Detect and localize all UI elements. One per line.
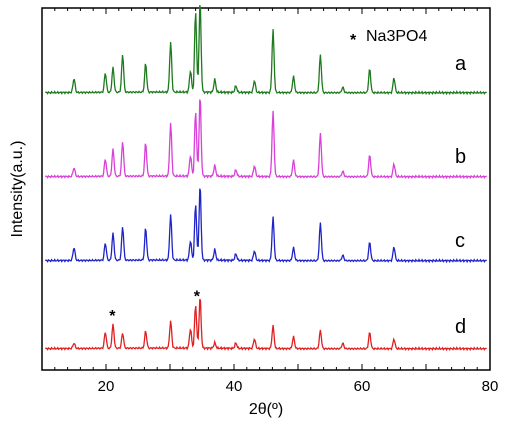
legend-text: Na3PO4 [366,28,427,45]
series-label-a: a [455,53,467,75]
plot-frame [41,7,491,371]
series-line-d [45,5,487,96]
axis-ticks: 20 40 60 80 [41,8,499,395]
labels-layer: a b c d * * [109,53,467,338]
x-tick-label: 80 [482,378,499,395]
peak-annotation: * [109,308,116,325]
series-layer [45,5,487,352]
legend-symbol: * [350,32,357,49]
x-tick-label: 20 [98,378,115,395]
series-label-c: c [455,230,465,252]
y-axis-title: Intensity(a.u.) [9,141,26,238]
x-axis-title: 2θ(º) [249,401,283,418]
x-tick-label: 60 [354,378,371,395]
series-line-c [45,99,487,180]
series-line-a [45,298,487,352]
series-label-d: d [455,316,466,338]
series-line-b [45,188,487,264]
x-tick-label: 40 [226,378,243,395]
series-label-b: b [455,146,466,168]
peak-annotation: * [194,289,201,306]
